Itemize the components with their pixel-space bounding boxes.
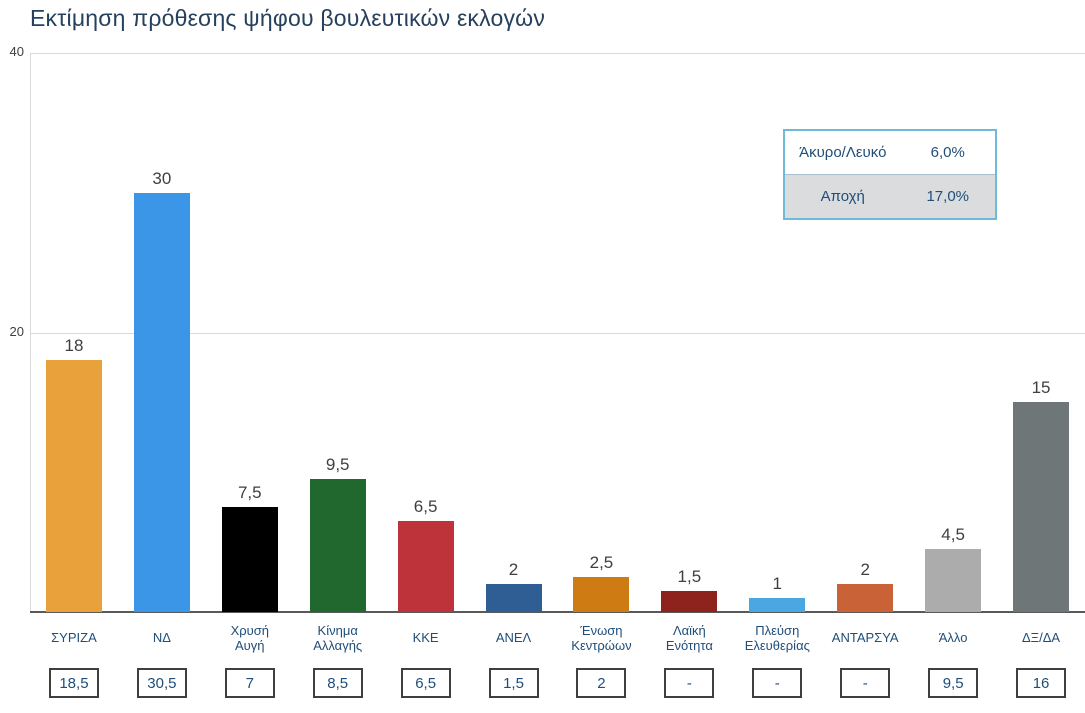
bar-dxda [1013,402,1070,612]
value-box-plefsi-eleftherias: - [752,668,803,698]
bar-value-kke: 6,5 [413,497,438,517]
bar-value-laiki-enotita: 1,5 [677,567,702,587]
summary-value-abstention: 17,0% [926,188,970,205]
x-label-laiki-enotita: Λαϊκή Ενότητα [665,622,713,653]
value-box-nd: 30,5 [136,668,187,698]
x-label-plefsi-eleftherias: Πλεύση Ελευθερίας [744,622,810,653]
bar-plefsi-eleftherias [749,598,806,612]
bar-anel [485,584,542,612]
bar-value-nd: 30 [152,168,172,188]
value-box-allo: 9,5 [928,668,979,698]
bar-allo [925,549,982,612]
bar-value-kinima-allagis: 9,5 [325,455,350,475]
summary-value-invalid-blank: 6,0% [930,144,965,161]
value-box-chrysi-avgi: 7 [224,668,275,698]
value-box-dxda: 16 [1016,668,1067,698]
x-label-anel: ΑΝΕΛ [495,630,532,646]
bar-value-chrysi-avgi: 7,5 [237,483,262,503]
bar-chrysi-avgi [221,507,278,612]
summary-label-abstention: Αποχή [820,188,865,205]
bar-value-dxda: 15 [1031,378,1051,398]
gridline-40 [30,53,1085,54]
bar-value-allo: 4,5 [941,525,965,545]
bar-value-plefsi-eleftherias: 1 [772,574,783,594]
x-label-kke: ΚΚΕ [412,630,439,646]
bar-value-syriza: 18 [64,336,84,356]
x-label-chrysi-avgi: Χρυσή Αυγή [230,622,269,653]
y-tick-20: 20 [9,323,24,339]
x-axis-line [30,611,1085,613]
x-label-enosi-kentroon: Ένωση Κεντρώων [571,622,632,653]
x-label-allo: Άλλο [938,630,968,646]
value-box-kinima-allagis: 8,5 [312,668,363,698]
summary-label-invalid-blank: Άκυρο/Λευκό [799,144,887,161]
bar-antarsya [837,584,894,612]
x-label-antarsya: ΑΝΤΑΡΣΥΑ [831,630,899,646]
chart-title: Εκτίμηση πρόθεσης ψήφου βουλευτικών εκλο… [30,5,546,31]
value-box-kke: 6,5 [400,668,451,698]
bar-value-anel: 2 [508,560,519,580]
bar-laiki-enotita [661,591,718,612]
value-box-antarsya: - [840,668,891,698]
bar-value-enosi-kentroon: 2,5 [589,553,614,573]
summary-table: Άκυρο/Λευκό 6,0% Αποχή 17,0% [783,129,997,220]
x-label-syriza: ΣΥΡΙΖΑ [51,630,97,646]
bar-kke [397,521,454,612]
y-tick-40: 40 [9,44,24,59]
value-box-syriza: 18,5 [48,668,99,698]
bar-value-antarsya: 2 [860,560,870,580]
bar-kinima-allagis [309,479,366,612]
summary-row-invalid-blank: Άκυρο/Λευκό 6,0% [785,131,995,174]
bar-syriza [45,360,102,612]
bar-nd [133,192,190,612]
x-label-dxda: ΔΞ/ΔΑ [1021,630,1061,646]
value-box-laiki-enotita: - [664,668,715,698]
x-label-kinima-allagis: Κίνημα Αλλαγής [313,622,363,653]
bar-enosi-kentroon [573,577,630,612]
summary-row-abstention: Αποχή 17,0% [785,174,995,218]
gridline-20 [30,332,1085,334]
x-label-nd: ΝΔ [152,630,171,646]
value-box-anel: 1,5 [488,668,539,698]
value-box-enosi-kentroon: 2 [576,668,627,698]
